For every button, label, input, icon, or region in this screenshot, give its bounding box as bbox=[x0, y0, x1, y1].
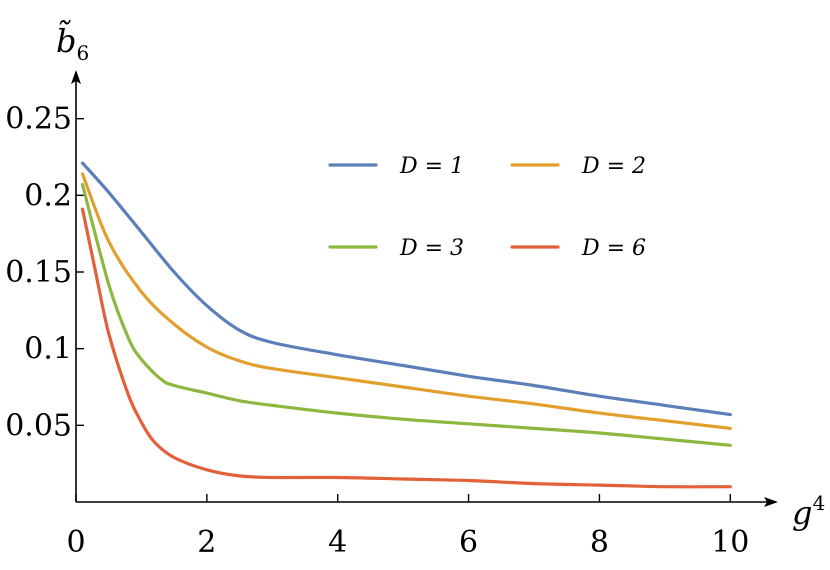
series-line-2 bbox=[80, 172, 732, 430]
x-tick-label: 4 bbox=[328, 525, 347, 560]
y-axis-label-base: b̃ bbox=[56, 21, 76, 60]
x-tick-label: 10 bbox=[711, 525, 749, 560]
x-tick-label: 8 bbox=[590, 525, 609, 560]
x-axis-label-base: g bbox=[792, 494, 812, 532]
x-tick-label: 6 bbox=[459, 525, 478, 560]
ticks bbox=[75, 117, 731, 502]
y-axis-label-sub: 6 bbox=[76, 41, 89, 65]
series-line-1 bbox=[80, 161, 732, 417]
y-tick-label: 0.25 bbox=[5, 102, 72, 137]
x-axis-title: g4 bbox=[792, 491, 825, 532]
x-axis-label: g4 bbox=[792, 491, 825, 532]
legend-label-4: D = 6 bbox=[581, 236, 646, 261]
axes bbox=[71, 70, 778, 507]
legend-label-3: D = 3 bbox=[399, 236, 464, 261]
y-tick-label: 0.1 bbox=[24, 332, 72, 367]
y-tick-label: 0.05 bbox=[5, 408, 72, 443]
y-axis-label: b̃6 bbox=[56, 21, 89, 65]
series-line-4 bbox=[80, 207, 732, 489]
legend: D = 1 D = 2 D = 3 D = 6 bbox=[328, 154, 646, 261]
x-axis-label-sup: 4 bbox=[812, 491, 825, 515]
tick-labels: 0 2 4 6 8 10 0.05 0.1 0.15 0.2 0.25 bbox=[5, 102, 749, 560]
y-axis-title: b̃6 bbox=[56, 21, 89, 65]
x-tick-label: 2 bbox=[197, 525, 216, 560]
y-tick-label: 0.2 bbox=[24, 178, 72, 213]
legend-label-1: D = 1 bbox=[399, 154, 464, 179]
y-tick-label: 0.15 bbox=[5, 255, 72, 290]
legend-label-2: D = 2 bbox=[581, 154, 646, 179]
series-line-3 bbox=[80, 183, 732, 447]
series-group bbox=[80, 161, 732, 489]
x-tick-label: 0 bbox=[66, 525, 85, 560]
